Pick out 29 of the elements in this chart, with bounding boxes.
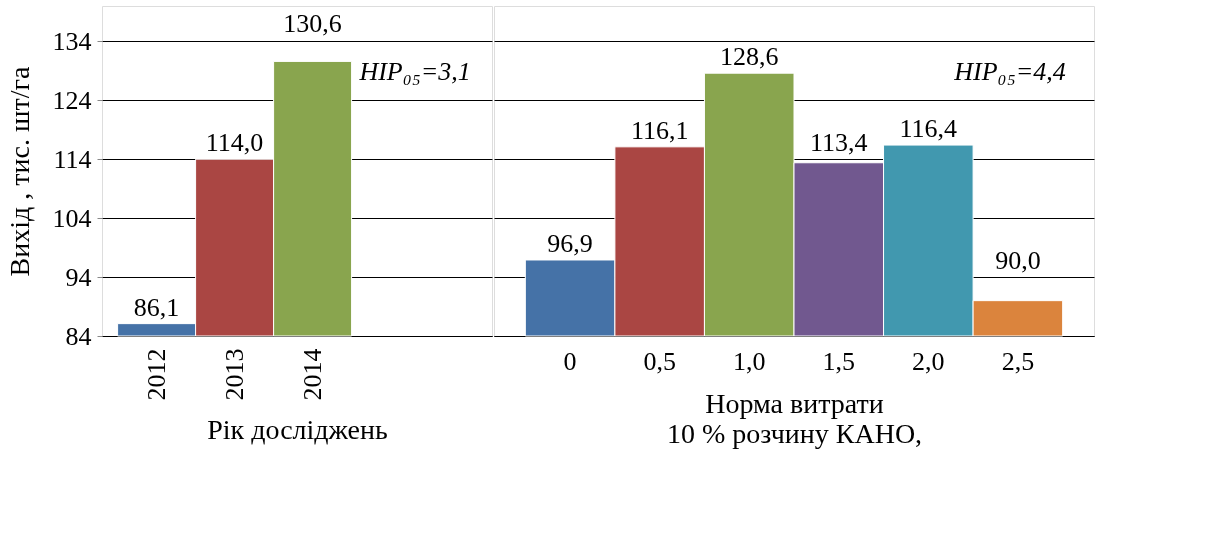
x-axis-title: Норма витрати 10 % розчину КАНО, [666, 387, 923, 449]
x-tick-label: 2,0 [912, 346, 945, 376]
y-tick-label: 114 [53, 144, 92, 174]
y-tick-label: 84 [65, 321, 92, 351]
data-label: 128,6 [719, 42, 779, 72]
text: НІР₀₅=3,1 [358, 57, 471, 86]
x-tick-label: 1,0 [732, 346, 766, 376]
y-tick-label: 124 [52, 85, 92, 115]
x-tick-label: 2013 [219, 348, 249, 401]
annotation: НІР₀₅=4,4 [953, 57, 1066, 86]
x-tick-label: 0,5 [643, 346, 676, 376]
data-label: 113,4 [810, 127, 868, 157]
x-axis-title: Рік досліджень [207, 413, 388, 445]
data-label: 130,6 [283, 9, 342, 39]
data-label: 96,9 [547, 228, 593, 258]
y-tick-label: 134 [52, 26, 92, 56]
x-tick-label: 2012 [141, 348, 171, 401]
y-tick-label: 104 [52, 203, 92, 233]
data-label: 86,1 [133, 292, 180, 322]
y-axis-title: Вихід , тис. шт/га [3, 66, 35, 277]
x-tick-label: 0 [563, 346, 577, 376]
x-tick-label: 1,5 [822, 346, 856, 376]
data-label: 116,1 [630, 115, 689, 145]
data-label: 90,0 [995, 245, 1041, 275]
data-label: 116,4 [899, 114, 958, 144]
x-tick-label: 2014 [297, 348, 327, 401]
data-label: 114,0 [205, 128, 264, 158]
x-tick-label: 2,5 [1001, 346, 1035, 376]
y-tick-label: 94 [65, 262, 92, 292]
